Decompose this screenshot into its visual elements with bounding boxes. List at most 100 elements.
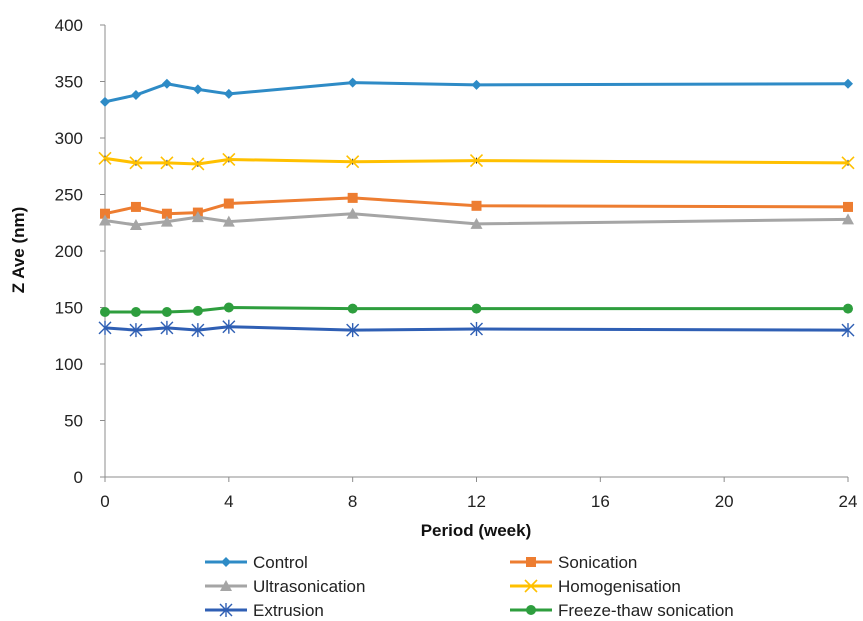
series-line	[104, 156, 849, 166]
marker-stroke	[191, 157, 205, 171]
legend-label: Freeze-thaw sonication	[558, 601, 734, 620]
x-tick-label: 16	[591, 492, 610, 511]
marker-stroke	[98, 151, 112, 165]
data-point	[100, 307, 110, 318]
data-point	[843, 303, 853, 314]
data-point	[100, 208, 110, 219]
y-tick-label: 150	[55, 299, 83, 318]
legend-item: Homogenisation	[510, 577, 681, 596]
legend-label: Control	[253, 553, 308, 572]
legend-item: Sonication	[510, 553, 637, 572]
data-point	[346, 323, 360, 338]
marker-stroke	[129, 156, 143, 170]
data-point	[192, 305, 203, 316]
series-line	[104, 212, 849, 227]
legend-label: Sonication	[558, 553, 637, 572]
data-point	[129, 156, 143, 170]
data-point	[99, 214, 111, 226]
data-point	[471, 200, 482, 211]
data-point	[160, 215, 173, 227]
legend-marker	[220, 580, 232, 591]
data-point	[223, 198, 234, 209]
series-line	[104, 325, 849, 332]
data-point	[129, 219, 142, 231]
x-tick-label: 8	[348, 492, 357, 511]
legend-label: Homogenisation	[558, 577, 681, 596]
data-point	[130, 201, 141, 212]
series-extrusion	[98, 319, 855, 338]
data-point	[347, 303, 358, 314]
marker-stroke	[469, 154, 484, 168]
legend-marker	[524, 579, 538, 593]
data-point	[842, 213, 854, 225]
y-tick-label: 100	[55, 355, 83, 374]
y-tick-label: 250	[55, 186, 83, 205]
marker-stroke	[222, 152, 236, 167]
series-line	[105, 306, 848, 314]
data-point	[470, 321, 483, 336]
data-point	[222, 319, 236, 334]
y-axis-title: Z Ave (nm)	[9, 207, 28, 294]
x-tick-label: 0	[100, 492, 109, 511]
y-tick-label: 0	[74, 468, 83, 487]
y-tick-label: 400	[55, 16, 83, 35]
data-point	[160, 156, 174, 170]
legend-marker	[219, 603, 233, 617]
data-point	[161, 307, 172, 318]
data-point	[130, 307, 141, 318]
data-point	[98, 151, 112, 165]
data-point	[843, 78, 853, 89]
data-point	[161, 208, 172, 219]
legend-item: Freeze-thaw sonication	[510, 601, 734, 620]
legend-item: Control	[205, 553, 308, 572]
legend-label: Ultrasonication	[253, 577, 365, 596]
series-homogenisation	[98, 151, 855, 171]
data-point	[100, 96, 110, 107]
legend-marker	[526, 557, 536, 567]
y-tick-label: 300	[55, 129, 83, 148]
series-line	[104, 196, 849, 216]
data-point	[222, 215, 235, 227]
legend-label: Extrusion	[253, 601, 324, 620]
data-point	[346, 207, 359, 219]
x-tick-label: 20	[715, 492, 734, 511]
data-point	[192, 84, 203, 95]
legend-marker	[526, 605, 536, 615]
series-control	[100, 77, 853, 107]
legend-marker	[221, 557, 231, 567]
y-tick-label: 200	[55, 242, 83, 261]
data-point	[161, 78, 172, 89]
data-point	[191, 211, 204, 223]
data-point	[223, 302, 234, 313]
series-line	[104, 81, 849, 104]
marker-stroke	[160, 156, 174, 170]
legend-item: Ultrasonication	[205, 577, 365, 596]
data-point	[191, 157, 205, 171]
data-point	[843, 201, 853, 212]
data-point	[469, 154, 484, 168]
data-point	[160, 320, 174, 335]
series-freeze-thaw-sonication	[100, 302, 853, 318]
data-point	[130, 90, 141, 101]
series-ultrasonication	[99, 207, 854, 231]
marker-stroke	[841, 156, 855, 170]
x-tick-label: 4	[224, 492, 233, 511]
x-tick-label: 24	[839, 492, 858, 511]
legend-item: Extrusion	[205, 601, 324, 620]
data-point	[346, 155, 360, 169]
data-point	[347, 192, 358, 203]
y-tick-label: 50	[64, 412, 83, 431]
data-point	[471, 79, 482, 90]
x-axis-title: Period (week)	[421, 521, 532, 540]
data-point	[98, 320, 112, 335]
data-point	[191, 323, 205, 338]
data-point	[223, 88, 234, 99]
data-point	[222, 152, 236, 167]
data-point	[841, 323, 855, 338]
data-point	[841, 156, 855, 170]
data-point	[129, 323, 143, 338]
x-tick-label: 12	[467, 492, 486, 511]
marker-stroke	[346, 155, 360, 169]
marker-stroke	[524, 579, 538, 593]
